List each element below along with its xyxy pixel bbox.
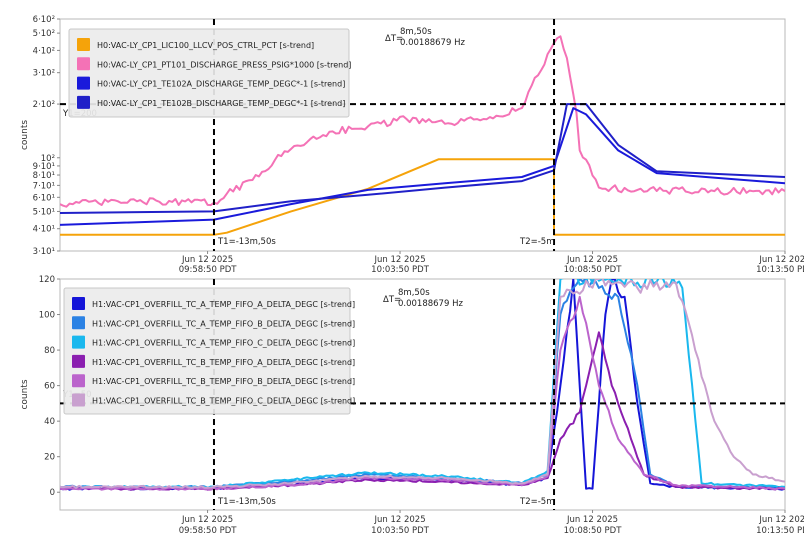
legend-swatch [72, 335, 85, 349]
y-tick-label: 0 [50, 488, 55, 498]
cursor-t1-label: T1=-13m,50s [217, 237, 276, 247]
cursor-delta-t-label: ΔT= [385, 34, 403, 44]
legend[interactable]: H0:VAC-LY_CP1_LIC100_LLCV_POS_CTRL_PCT [… [68, 28, 351, 118]
y-tick-label: 3·10² [33, 69, 55, 79]
x-tick-time: 10:08:50 PDT [564, 526, 623, 536]
x-tick-date: Jun 12 2025 [566, 255, 618, 265]
x-tick-date: Jun 12 2025 [181, 515, 233, 525]
x-tick-date: Jun 12 2025 [373, 255, 425, 265]
series-line-4 [60, 103, 785, 214]
cursor-delta-t-label: ΔT= [383, 295, 401, 305]
legend-swatch [72, 393, 85, 407]
y-tick-label: 100 [39, 311, 55, 321]
legend-box [63, 287, 351, 415]
y-tick-label: 10² [41, 154, 55, 164]
legend-entry-label: H1:VAC-CP1_OVERFILL_TC_B_TEMP_FIFO_C_DEL… [92, 397, 355, 406]
legend-swatch [72, 354, 85, 368]
cursor-delta-value: 8m,50s [398, 288, 430, 298]
y-axis-ticks: 0 20 40 60 80 100 120 [39, 275, 60, 498]
legend-swatch [77, 38, 90, 51]
legend-entry-label: H1:VAC-CP1_OVERFILL_TC_B_TEMP_FIFO_A_DEL… [92, 358, 355, 367]
cursor-t1-label: T1=-13m,50s [217, 497, 276, 507]
legend-swatch [72, 297, 85, 310]
legend-entry-label: H1:VAC-CP1_OVERFILL_TC_A_TEMP_FIFO_B_DEL… [92, 319, 355, 328]
legend-entry-label: H0:VAC-LY_CP1_PT101_DISCHARGE_PRESS_PSIG… [97, 60, 351, 69]
x-tick-time: 10:08:50 PDT [564, 265, 623, 275]
y-tick-label: 60 [44, 382, 55, 392]
x-tick-date: Jun 12 2025 [758, 255, 804, 265]
x-tick-date: Jun 12 2025 [566, 515, 618, 525]
legend-entry-label: H1:VAC-CP1_OVERFILL_TC_A_TEMP_FIFO_A_DEL… [92, 300, 355, 309]
y-tick-label: 4·10¹ [33, 225, 55, 235]
x-tick-time: 09:58:50 PDT [179, 265, 238, 275]
y-tick-label: 6·10² [33, 15, 55, 25]
y-tick-label: 40 [44, 417, 55, 427]
y-axis-label: counts [20, 120, 30, 150]
x-tick-time: 10:03:50 PDT [371, 265, 430, 275]
legend-entry-label: H0:VAC-LY_CP1_LIC100_LLCV_POS_CTRL_PCT [… [97, 41, 314, 50]
series-group [60, 279, 785, 491]
legend-entry-label: H0:VAC-LY_CP1_TE102A_DISCHARGE_TEMP_DEGC… [97, 80, 345, 89]
legend-entry-label: H1:VAC-CP1_OVERFILL_TC_A_TEMP_FIFO_C_DEL… [92, 339, 355, 348]
legend-entry-label: H0:VAC-LY_CP1_TE102B_DISCHARGE_TEMP_DEGC… [97, 99, 345, 108]
series-line-2 [60, 35, 785, 208]
y-axis-label: counts [20, 379, 30, 409]
y-tick-label: 20 [44, 453, 55, 463]
legend-swatch [72, 316, 85, 330]
y-tick-label: 3·10¹ [33, 247, 55, 257]
y-tick-label: 6·10¹ [33, 193, 55, 203]
y-tick-label: 5·10¹ [33, 207, 55, 217]
x-tick-date: Jun 12 2025 [373, 515, 425, 525]
y-tick-label: 8·10¹ [33, 171, 55, 181]
series-line-6 [60, 279, 785, 489]
cursor-t2-label: T2=-5m [519, 497, 554, 507]
x-tick-date: Jun 12 2025 [181, 255, 233, 265]
x-tick-time: 10:13:50 PDT [756, 526, 804, 536]
cursor-delta-frequency: 0.00188679 Hz [400, 38, 465, 48]
legend-swatch [77, 57, 90, 71]
y-tick-label: 5·10² [33, 29, 55, 39]
cursor-delta-value: 8m,50s [400, 27, 432, 37]
y-tick-label: 2·10² [33, 100, 55, 110]
cursor-delta-frequency: 0.00188679 Hz [398, 299, 463, 309]
x-tick-time: 10:13:50 PDT [756, 265, 804, 275]
legend[interactable]: H1:VAC-CP1_OVERFILL_TC_A_TEMP_FIFO_A_DEL… [63, 287, 355, 415]
series-group [60, 35, 785, 236]
legend-swatch [72, 374, 85, 388]
y-tick-label: 4·10² [33, 46, 55, 56]
series-line-3 [60, 107, 785, 226]
y-tick-label: 9·10¹ [33, 162, 55, 172]
x-tick-date: Jun 12 2025 [758, 515, 804, 525]
legend-swatch [77, 95, 90, 109]
x-tick-time: 09:58:50 PDT [179, 526, 238, 536]
legend-entry-label: H1:VAC-CP1_OVERFILL_TC_B_TEMP_FIFO_B_DEL… [92, 377, 355, 386]
x-tick-time: 10:03:50 PDT [371, 526, 430, 536]
legend-swatch [77, 76, 90, 90]
y-tick-label: 80 [44, 346, 55, 356]
y-tick-label: 7·10¹ [33, 181, 55, 191]
legend-box [68, 28, 350, 118]
y-tick-label: 120 [39, 275, 55, 285]
cursor-t2-label: T2=-5m [519, 237, 554, 247]
